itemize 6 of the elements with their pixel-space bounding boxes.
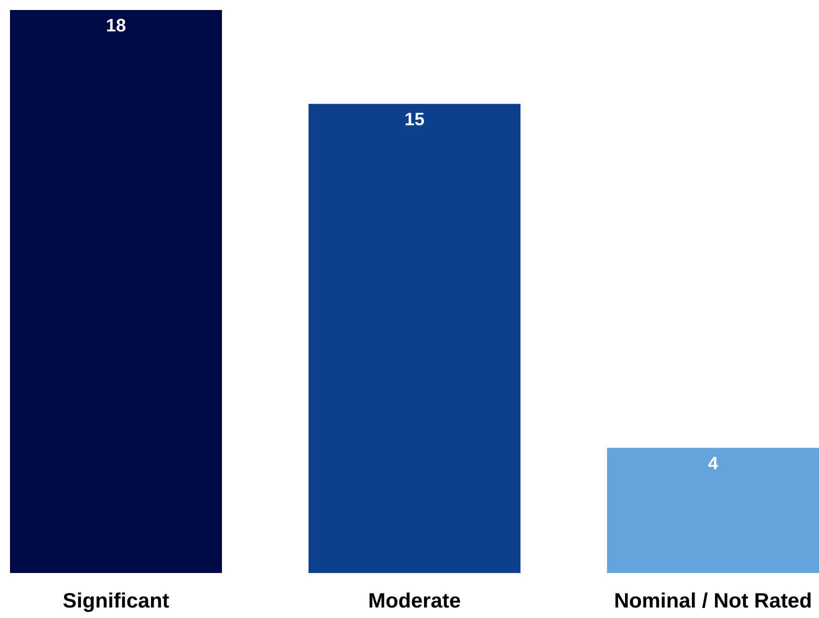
x-tick-label: Significant — [63, 592, 169, 612]
x-tick-label: Moderate — [370, 592, 460, 608]
data-label: 4 — [708, 456, 718, 470]
data-label: 15 — [406, 112, 424, 126]
x-tick-label: Nominal / Not Rated — [615, 592, 811, 608]
data-label: 18 — [107, 18, 126, 32]
